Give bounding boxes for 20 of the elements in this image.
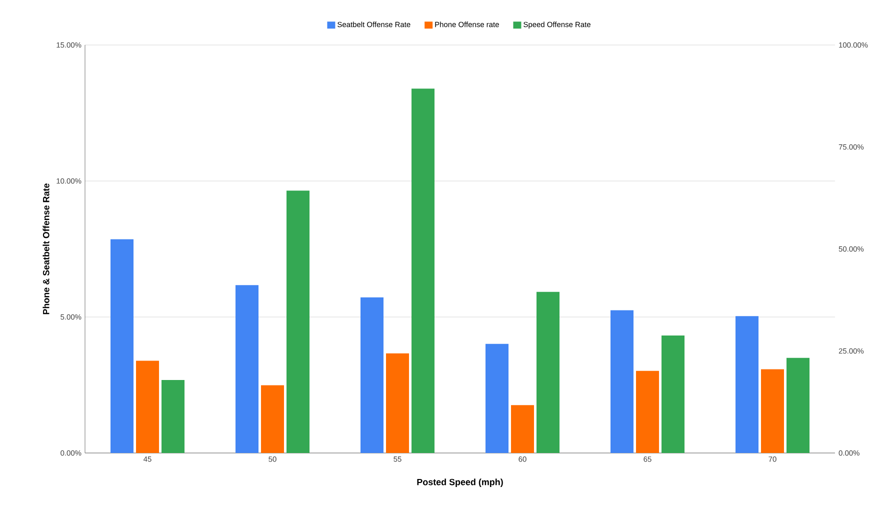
bar — [261, 385, 284, 453]
x-axis-title: Posted Speed (mph) — [417, 478, 503, 487]
bar — [736, 316, 759, 453]
bar — [662, 335, 685, 453]
bar — [386, 353, 410, 453]
y-axis-title: Phone & Seatbelt Offense Rate — [42, 184, 50, 314]
bar — [536, 292, 560, 453]
bar — [360, 297, 384, 453]
bar — [162, 380, 185, 453]
bar — [610, 310, 634, 453]
bar — [286, 190, 310, 453]
bar — [786, 358, 810, 453]
bar — [136, 360, 160, 453]
bar — [412, 88, 435, 453]
bar — [110, 239, 134, 453]
bar — [636, 370, 660, 453]
bar — [486, 344, 509, 453]
bar — [761, 369, 784, 453]
bar — [236, 285, 259, 453]
bar — [511, 405, 534, 453]
